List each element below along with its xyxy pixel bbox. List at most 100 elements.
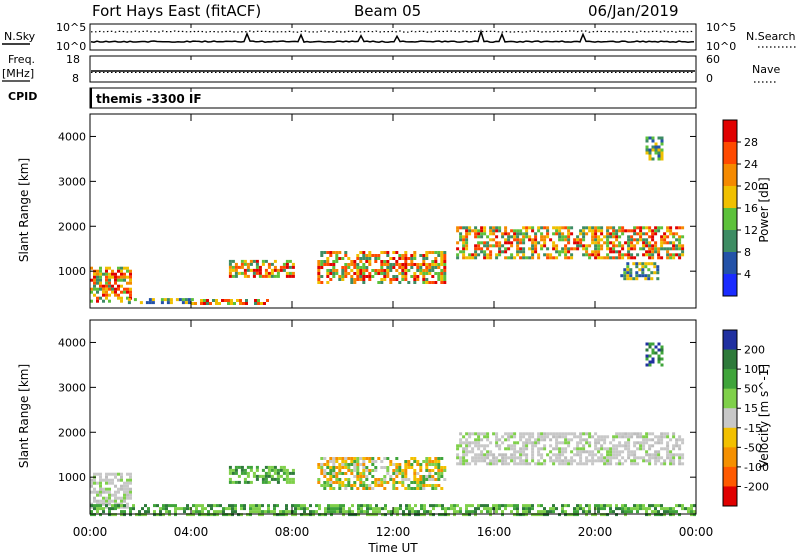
- echo-cell: [582, 229, 586, 233]
- echo-cell: [585, 504, 588, 508]
- echo-cell: [350, 487, 354, 490]
- echo-cell: [633, 459, 637, 463]
- echo-cell: [249, 480, 253, 484]
- echo-cell: [249, 504, 252, 508]
- echo-cell: [504, 447, 508, 451]
- echo-cell: [145, 301, 149, 305]
- freq-label: Freq.: [8, 53, 35, 66]
- echo-cell: [555, 438, 559, 442]
- echo-cell: [552, 435, 556, 439]
- echo-cell: [633, 244, 637, 248]
- echo-cell: [672, 510, 675, 514]
- echo-cell: [635, 262, 639, 266]
- echo-cell: [477, 507, 480, 511]
- y-tick-label: 1000: [58, 471, 86, 484]
- echo-cell: [111, 504, 114, 508]
- echo-cell: [228, 274, 232, 278]
- echo-cell: [645, 244, 649, 248]
- echo-cell: [416, 460, 420, 463]
- echo-cell: [552, 459, 556, 463]
- echo-cell: [380, 266, 384, 269]
- echo-cell: [621, 432, 625, 436]
- echo-cell: [591, 238, 595, 242]
- echo-cell: [498, 226, 502, 230]
- echo-cell: [336, 507, 339, 511]
- echo-cell: [486, 241, 490, 245]
- echo-cell: [648, 354, 652, 358]
- top-right-tick-low: 10^0: [706, 40, 736, 53]
- echo-cell: [440, 254, 444, 257]
- echo-cell: [380, 478, 384, 481]
- echo-cell: [654, 226, 658, 230]
- echo-cell: [419, 466, 423, 469]
- echo-cell: [576, 513, 579, 517]
- echo-cell: [111, 290, 114, 294]
- echo-cell: [422, 481, 426, 484]
- echo-cell: [606, 462, 610, 466]
- echo-cell: [558, 235, 562, 239]
- echo-cell: [486, 504, 489, 508]
- freq-tick-high: 18: [66, 53, 80, 66]
- echo-cell: [258, 274, 262, 278]
- echo-cell: [396, 513, 399, 517]
- echo-cell: [609, 510, 612, 514]
- echo-cell: [243, 262, 247, 266]
- echo-cell: [606, 456, 610, 460]
- echo-cell: [633, 229, 637, 233]
- echo-cell: [642, 238, 646, 242]
- echo-cell: [389, 281, 393, 284]
- echo-cell: [371, 475, 375, 478]
- echo-cell: [630, 435, 634, 439]
- echo-cell: [621, 435, 625, 439]
- echo-cell: [362, 463, 366, 466]
- echo-cell: [561, 507, 564, 511]
- echo-cell: [486, 438, 490, 442]
- echo-cell: [123, 290, 126, 294]
- echo-cell: [434, 281, 438, 284]
- echo-cell: [270, 274, 274, 278]
- echo-cell: [111, 481, 114, 485]
- echo-cell: [422, 484, 426, 487]
- echo-cell: [644, 265, 648, 269]
- colorbar-swatch: [723, 369, 737, 390]
- echo-cell: [339, 507, 342, 511]
- echo-cell: [645, 241, 649, 245]
- echo-cell: [555, 229, 559, 233]
- echo-cell: [645, 145, 649, 149]
- echo-cell: [111, 269, 114, 273]
- echo-cell: [359, 251, 363, 254]
- echo-cell: [453, 513, 456, 517]
- echo-cell: [486, 253, 490, 257]
- echo-cell: [582, 447, 586, 451]
- echo-cell: [411, 510, 414, 514]
- echo-cell: [609, 235, 613, 239]
- echo-cell: [294, 507, 297, 511]
- echo-cell: [186, 513, 189, 517]
- echo-cell: [609, 453, 613, 457]
- echo-cell: [407, 466, 411, 469]
- echo-cell: [504, 250, 508, 254]
- echo-cell: [438, 504, 441, 508]
- echo-cell: [513, 441, 517, 445]
- echo-cell: [612, 453, 616, 457]
- echo-cell: [111, 478, 114, 482]
- echo-cell: [507, 247, 511, 251]
- echo-cell: [270, 262, 274, 266]
- echo-cell: [564, 450, 568, 454]
- echo-cell: [681, 456, 685, 460]
- echo-cell: [327, 504, 330, 508]
- echo-cell: [558, 462, 562, 466]
- echo-cell: [666, 241, 670, 245]
- echo-cell: [120, 484, 123, 488]
- echo-cell: [108, 502, 111, 506]
- echo-cell: [335, 475, 339, 478]
- echo-cell: [399, 504, 402, 508]
- echo-cell: [236, 299, 239, 302]
- top-left-tick-low: 10^0: [56, 40, 86, 53]
- echo-cell: [228, 504, 231, 508]
- echo-cell: [651, 145, 655, 149]
- echo-cell: [261, 259, 265, 263]
- echo-cell: [255, 259, 259, 263]
- echo-cell: [120, 278, 123, 282]
- echo-cell: [380, 260, 384, 263]
